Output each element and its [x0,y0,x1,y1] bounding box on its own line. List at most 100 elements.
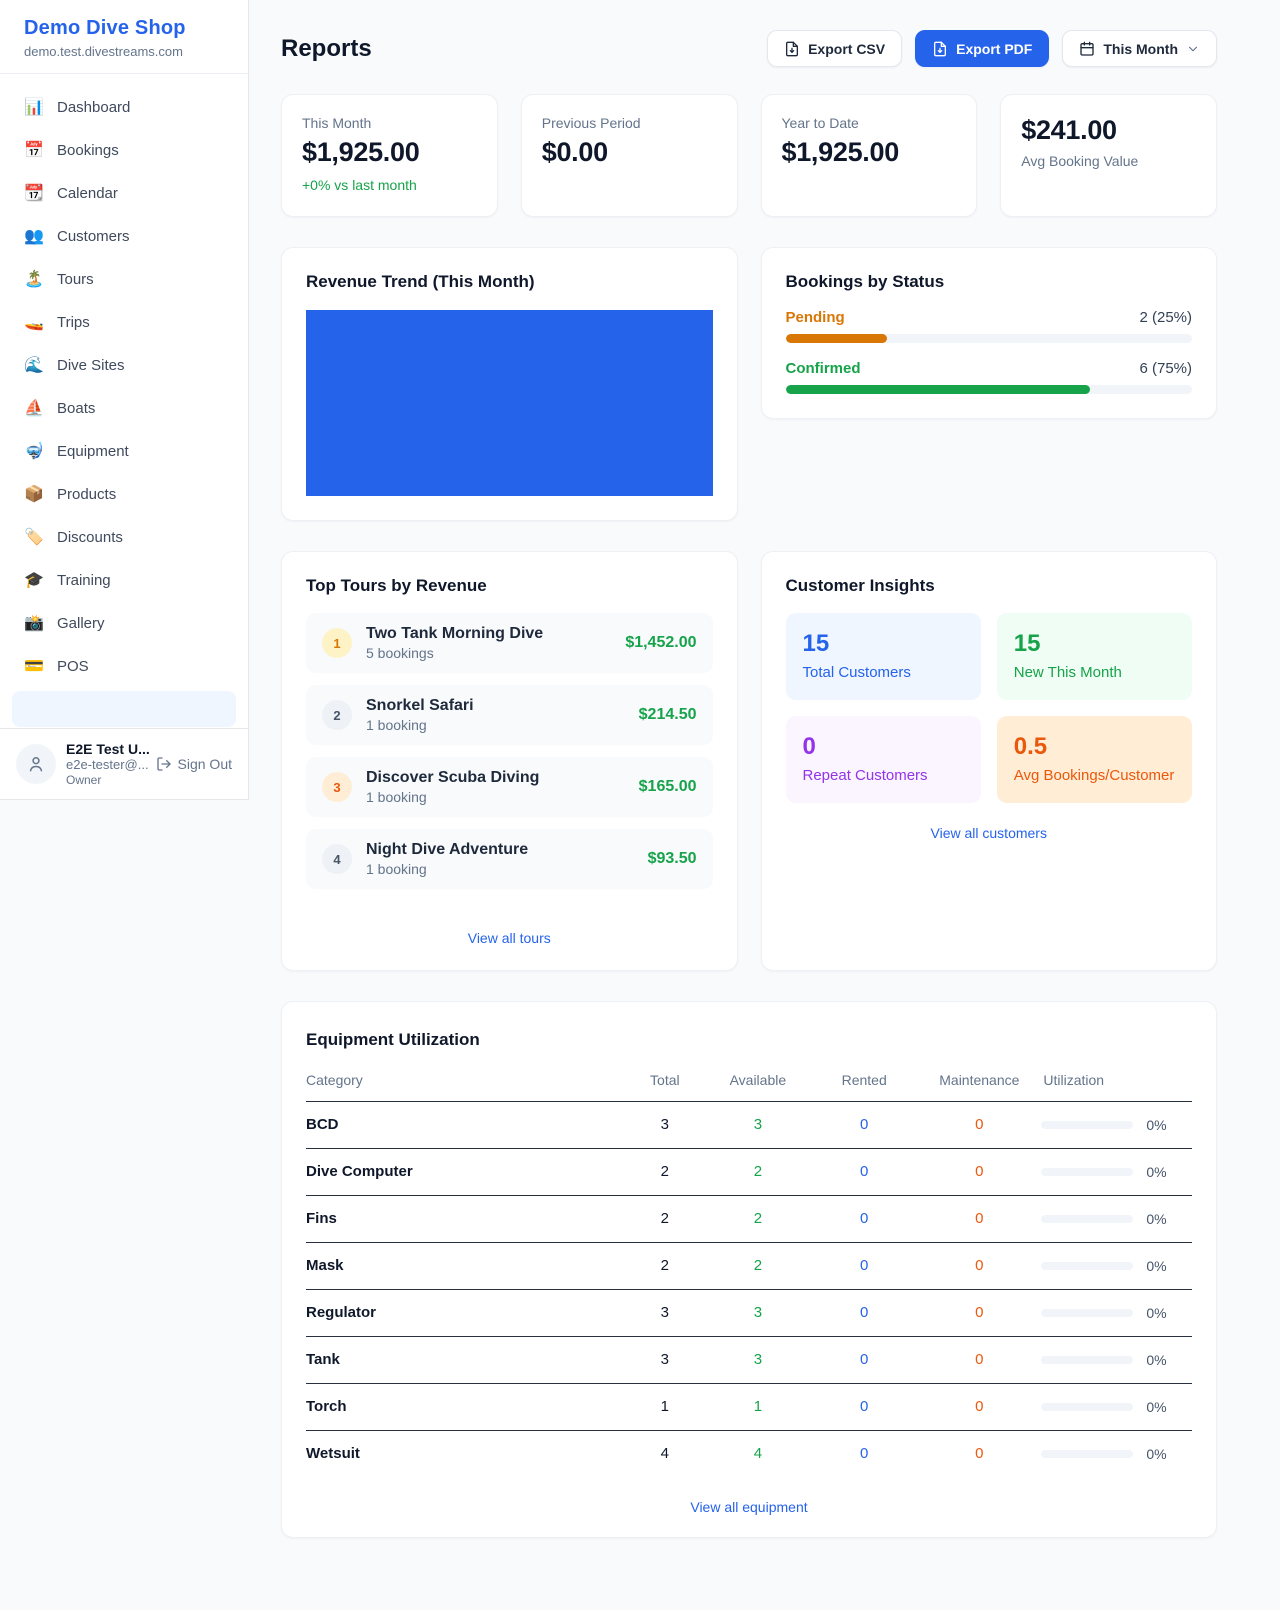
utilization-bar [1041,1308,1134,1317]
period-dropdown[interactable]: This Month [1062,30,1217,67]
view-all-equipment-link[interactable]: View all equipment [690,1499,808,1515]
view-all-customers-link[interactable]: View all customers [930,825,1047,841]
sign-out-button[interactable]: Sign Out [156,756,232,772]
column-header: Rented [811,1068,918,1102]
table-row: Mask 2 2 0 0 0% [306,1242,1192,1290]
sidebar-item-training[interactable]: 🎓 Training [12,562,236,598]
credit-card-icon: 💳 [24,658,44,675]
insight-value: 0.5 [1013,733,1048,760]
progress-track [785,385,1192,394]
sidebar-item-gallery[interactable]: 📸 Gallery [12,605,236,641]
customer-insights-card: Customer Insights 15 Total Customers 15 … [760,551,1217,971]
sidebar-item-dashboard[interactable]: 📊 Dashboard [12,89,236,125]
sidebar-item-bookings[interactable]: 📅 Bookings [12,132,236,168]
sidebar-item-calendar[interactable]: 📆 Calendar [12,175,236,211]
user-info: E2E Test U... e2e-tester@... Owner [66,741,150,787]
page-title: Reports [281,34,372,62]
stat-label: Year to Date [781,115,859,131]
stat-card-this-month: This Month $1,925.00 +0% vs last month [281,94,498,217]
calendar-icon [1080,41,1095,56]
insights-grid: 15 Total Customers 15 New This Month 0 R… [785,613,1192,803]
stat-value: $1,925.00 [302,137,420,167]
package-icon: 📦 [24,486,44,503]
calendar-date-icon: 📅 [24,142,44,159]
sidebar-item-label: Dive Sites [57,356,125,374]
graduation-cap-icon: 🎓 [24,572,44,589]
table-row: BCD 3 3 0 0 0% [306,1101,1192,1149]
column-header: Utilization [1041,1068,1192,1102]
export-csv-button[interactable]: Export CSV [767,30,903,67]
sidebar-item-label: Tours [57,270,94,288]
file-download-icon [934,41,947,56]
insight-tile-avg-bookings: 0.5 Avg Bookings/Customer [996,716,1192,803]
top-tours-card: Top Tours by Revenue 1 Two Tank Morning … [281,551,738,971]
sidebar-item-label: Dashboard [57,98,131,116]
sidebar-item-label: Equipment [57,442,129,460]
tour-bookings: 1 booking [366,789,427,805]
insight-label: Repeat Customers [802,767,928,784]
rank-badge: 1 [322,628,352,658]
sidebar-item-label: Gallery [57,614,105,632]
charts-row: Revenue Trend (This Month) Bookings by S… [281,247,1217,521]
tour-row: 2 Snorkel Safari 1 booking $214.50 [306,685,713,745]
export-pdf-button[interactable]: Export PDF [915,30,1050,67]
sidebar-item-equipment[interactable]: 🤿 Equipment [12,433,236,469]
revenue-trend-card: Revenue Trend (This Month) [281,247,738,521]
sidebar-item-label: Calendar [57,184,118,202]
insight-label: New This Month [1013,664,1122,681]
sidebar-item-label: Trips [57,313,90,331]
tour-revenue: $93.50 [647,850,697,867]
shop-domain: demo.test.divestreams.com [24,44,183,59]
stat-card-avg-booking-value: $241.00 Avg Booking Value [1000,94,1217,217]
table-row: Wetsuit 4 4 0 0 0% [306,1445,1167,1462]
sidebar-item-boats[interactable]: ⛵ Boats [12,390,236,426]
insight-tile-repeat-customers: 0 Repeat Customers [785,716,981,803]
people-icon: 👥 [24,228,44,245]
tour-revenue: $1,452.00 [625,634,697,651]
column-header: Maintenance [917,1068,1042,1102]
progress-fill [785,334,888,343]
utilization-bar [1041,1261,1134,1270]
sidebar-item-products[interactable]: 📦 Products [12,476,236,512]
user-name: E2E Test U... [66,741,150,757]
sidebar: Demo Dive Shop demo.test.divestreams.com… [0,0,249,800]
view-all-tours-link[interactable]: View all tours [467,930,551,946]
table-row: Dive Computer 2 2 0 0 0% [306,1148,1192,1196]
insights-row: Top Tours by Revenue 1 Two Tank Morning … [281,551,1217,971]
sidebar-item-pos[interactable]: 💳 POS [12,648,236,684]
wave-icon: 🌊 [24,357,44,374]
tour-name: Discover Scuba Diving [366,769,540,786]
sidebar-item-label: Customers [57,227,130,245]
sidebar-item-label: Discounts [57,528,123,546]
utilization-bar [1041,1355,1134,1364]
tour-revenue: $165.00 [638,778,697,795]
sidebar-item-trips[interactable]: 🚤 Trips [12,304,236,340]
status-label: Confirmed [785,360,861,377]
stat-value: $241.00 [1021,115,1117,145]
user-role: Owner [66,773,102,787]
shop-name: Demo Dive Shop [24,17,186,39]
tour-list: 1 Two Tank Morning Dive 5 bookings $1,45… [306,613,713,889]
rank-badge: 4 [322,844,352,874]
section-title: Bookings by Status [785,272,945,291]
stat-card-year-to-date: Year to Date $1,925.00 [760,94,978,217]
status-label: Pending [785,309,845,326]
tour-row: 1 Two Tank Morning Dive 5 bookings $1,45… [306,613,713,673]
sidebar-item-label: POS [57,657,89,675]
sidebar-item-discounts[interactable]: 🏷️ Discounts [12,519,236,555]
page-header: Reports Export CSV Export PDF This Month [281,30,1217,67]
calendar-icon: 📆 [24,185,44,202]
table-row: Regulator 3 3 0 0 0% [306,1289,1192,1337]
insight-value: 15 [1013,630,1041,657]
rank-badge: 3 [322,772,352,802]
column-header: Category [306,1068,625,1102]
sidebar-item-customers[interactable]: 👥 Customers [12,218,236,254]
island-icon: 🏝️ [24,271,44,288]
sidebar-item-dive-sites[interactable]: 🌊 Dive Sites [12,347,236,383]
sidebar-item-tours[interactable]: 🏝️ Tours [12,261,236,297]
section-title: Revenue Trend (This Month) [306,272,535,291]
tour-name: Snorkel Safari [366,697,474,714]
sidebar-item-reports-selected[interactable] [12,691,236,727]
table-header-row: Category Total Available Rented Maintena… [306,1068,1192,1102]
tour-bookings: 5 bookings [366,645,434,661]
